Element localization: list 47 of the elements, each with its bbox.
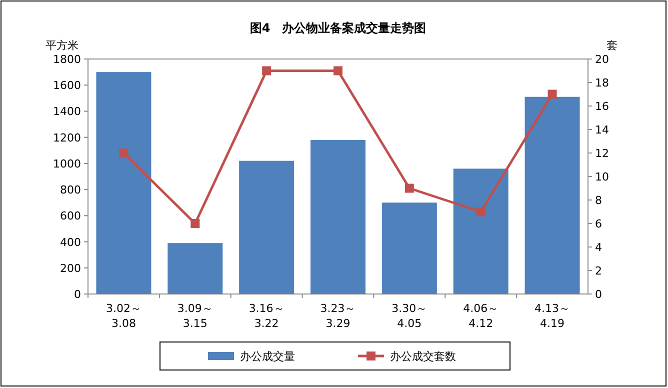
x-tick-label: 3.23～3.29	[320, 302, 356, 330]
point	[404, 184, 414, 193]
bar	[239, 160, 294, 294]
y2-tick-label: 0	[595, 288, 602, 301]
y2-tick-label: 16	[595, 100, 609, 113]
point	[262, 66, 272, 76]
y-tick-label: 1600	[53, 79, 81, 92]
y2-tick-label: 14	[595, 124, 609, 136]
bar	[453, 168, 508, 294]
y-tick-label: 1800	[53, 53, 81, 66]
chart-title: 图4 办公物业备案成交量走势图	[250, 21, 426, 35]
y2-tick-label: 10	[595, 170, 609, 184]
point	[119, 148, 128, 158]
x-tick-label: 4.13～4.19	[534, 302, 570, 330]
y-tick-label: 400	[60, 236, 81, 249]
y2-tick-label: 6	[595, 218, 602, 230]
y2-axis-title: 套	[606, 39, 618, 52]
y-tick-label: 1000	[53, 157, 81, 170]
point	[334, 66, 342, 76]
y-tick-label: 200	[60, 262, 81, 275]
bar	[310, 140, 366, 294]
y-axis-title: 平方米	[46, 39, 78, 52]
y-tick-label: 0	[74, 288, 81, 301]
y2-tick-label: 18	[595, 76, 609, 90]
x-tick-label: 3.02～3.08	[106, 302, 142, 330]
y2-tick-label: 2	[595, 264, 602, 278]
point	[548, 90, 557, 99]
bar	[168, 243, 223, 294]
bar	[524, 96, 580, 294]
bar	[96, 72, 152, 294]
legend-label: 办公成交套数	[390, 350, 456, 363]
y-tick-label: 600	[60, 210, 81, 223]
point	[476, 207, 486, 216]
y-tick-label: 1200	[53, 131, 81, 144]
y-tick-label: 1400	[53, 105, 81, 118]
x-tick-label: 3.09～3.15	[177, 302, 213, 330]
x-tick-label: 3.30～4.05	[392, 302, 428, 330]
y2-tick-label: 20	[595, 53, 609, 66]
legend-label: 办公成交量	[240, 350, 295, 363]
y2-tick-label: 12	[595, 147, 609, 160]
x-tick-label: 4.06～4.12	[463, 302, 499, 330]
x-tick-label: 3.16～3.22	[248, 302, 284, 330]
y2-tick-label: 8	[595, 194, 602, 207]
y2-tick-label: 4	[595, 241, 602, 254]
y-tick-label: 800	[60, 184, 81, 197]
bar	[382, 202, 437, 294]
point	[190, 219, 200, 228]
